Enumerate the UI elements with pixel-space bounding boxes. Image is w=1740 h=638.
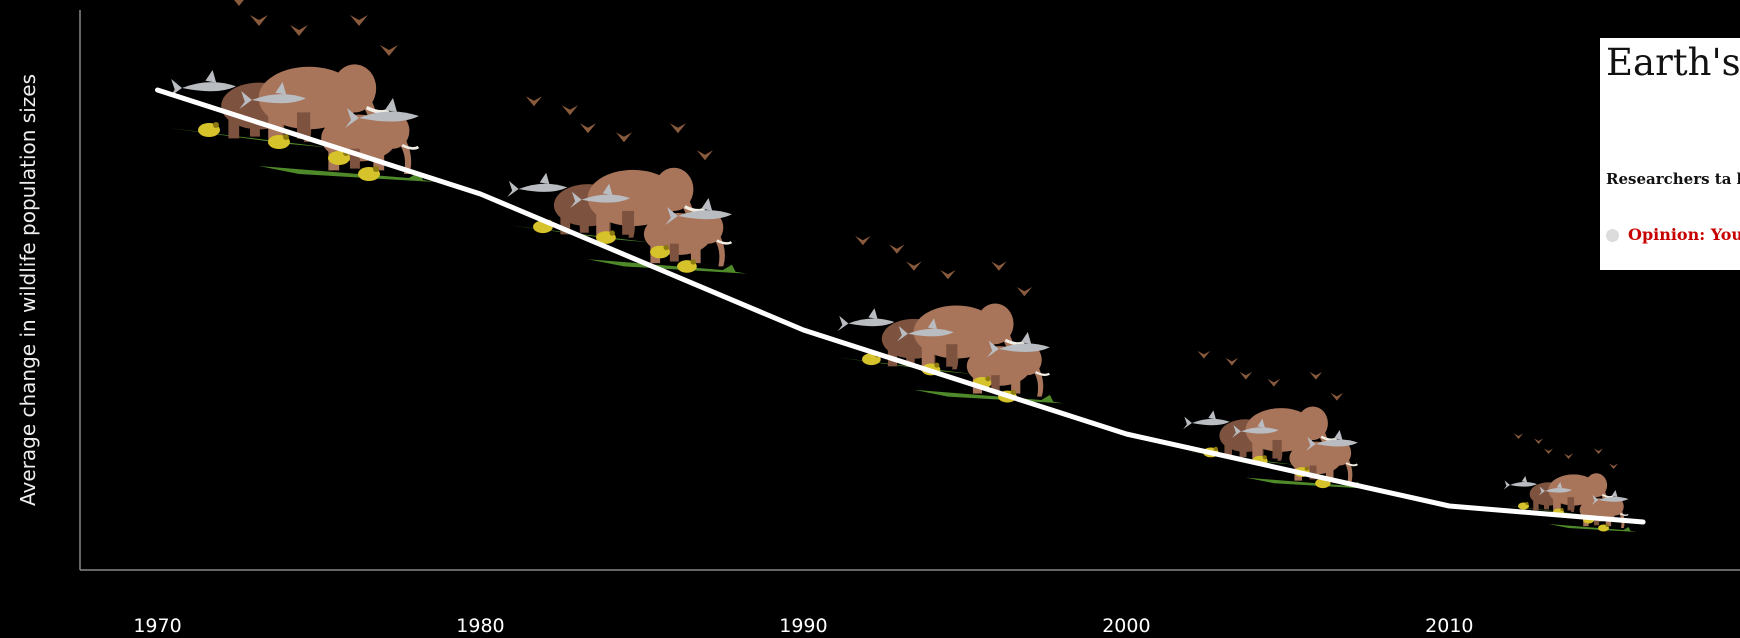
x-tick-label: 1990 — [779, 615, 827, 637]
x-tick-label: 1970 — [133, 615, 181, 637]
wildlife-group-icon — [1503, 433, 1637, 532]
related-opinion-link-text[interactable]: Opinion: You sixth mass ex — [1628, 225, 1740, 244]
wildlife-group-icon — [168, 0, 435, 182]
x-tick-label: 2010 — [1425, 615, 1473, 637]
wildlife-illustrations — [168, 0, 1637, 532]
bullet-icon — [1606, 229, 1619, 242]
wildlife-group-icon — [506, 96, 747, 274]
y-axis-label: Average change in wildlife population si… — [16, 74, 40, 506]
x-tick-label: 1980 — [456, 615, 504, 637]
wildlife-group-icon — [837, 235, 1064, 404]
wildlife-group-icon — [1182, 350, 1370, 489]
article-title[interactable]: Earth's s under w — [1606, 41, 1740, 84]
population-line — [155, 87, 1646, 525]
related-opinion-link[interactable]: Opinion: You sixth mass ex — [1606, 224, 1740, 246]
article-standfirst: Researchers ta billions of popu — [1606, 170, 1740, 188]
x-tick-label: 2000 — [1102, 615, 1150, 637]
x-tick-labels: 1970 1980 1990 2000 2010 — [133, 615, 1473, 637]
article-card[interactable]: Earth's s under w Researchers ta billion… — [1600, 38, 1740, 270]
